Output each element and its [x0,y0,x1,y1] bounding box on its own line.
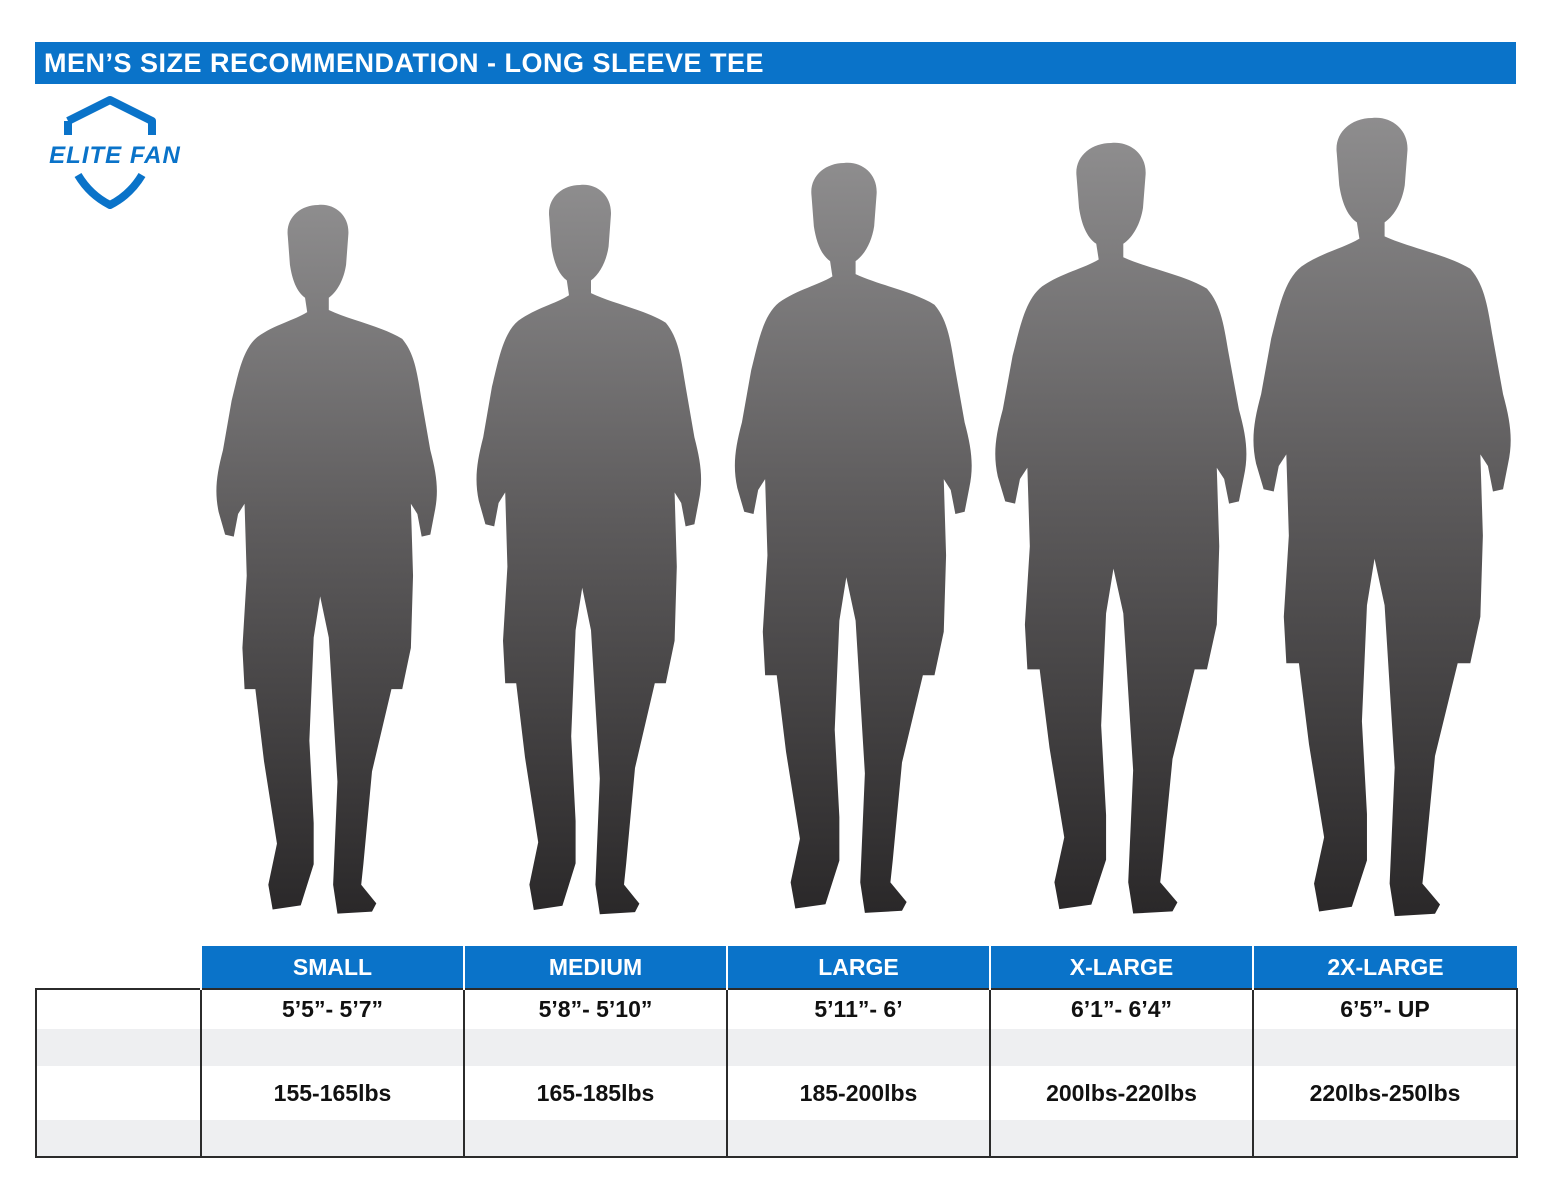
size-table: SMALL MEDIUM LARGE X-LARGE 2X-LARGE AVG.… [35,946,1518,1158]
size-header-small: SMALL [200,946,464,989]
shield-icon [64,96,156,209]
spacer-cell [989,1029,1253,1066]
size-header-large: LARGE [726,946,990,989]
height-medium: 5’8”- 5’10” [463,988,727,1029]
weight-2x-large: 220lbs-250lbs [1252,1066,1518,1120]
size-header-2x-large: 2X-LARGE [1252,946,1517,989]
spacer-cell [989,1120,1253,1158]
height-x-large: 6’1”- 6’4” [989,988,1253,1029]
spacer-cell [1252,1029,1518,1066]
spacer-cell [726,1120,990,1158]
weight-small: 155-165lbs [200,1066,464,1120]
silhouette-medium [476,184,702,915]
height-row: AVG. HEIGHT 5’5”- 5’7” 5’8”- 5’10” 5’11”… [35,988,1518,1029]
weight-label: AVG. WEIGHT [35,1066,201,1120]
silhouette-x-large [995,142,1247,914]
spacer-cell [463,1120,727,1158]
logo-text: ELITE FAN [34,142,196,170]
size-header-medium: MEDIUM [463,946,727,989]
spacer-cell [35,1120,201,1158]
silhouette-large [734,162,972,913]
height-large: 5’11”- 6’ [726,988,990,1029]
height-label: AVG. HEIGHT [35,988,201,1029]
spacer-cell [200,1120,464,1158]
spacer-cell [200,1029,464,1066]
weight-row: AVG. WEIGHT 155-165lbs 165-185lbs 185-20… [35,1066,1518,1120]
weight-large: 185-200lbs [726,1066,990,1120]
spacer-row [35,1120,1518,1158]
weight-medium: 165-185lbs [463,1066,727,1120]
height-2x-large: 6’5”- UP [1252,988,1518,1029]
height-small: 5’5”- 5’7” [200,988,464,1029]
page-title-banner: MEN’S SIZE RECOMMENDATION - LONG SLEEVE … [35,42,1516,84]
spacer-cell [463,1029,727,1066]
spacer-row [35,1029,1518,1066]
weight-x-large: 200lbs-220lbs [989,1066,1253,1120]
elite-fan-logo: ELITE FAN [30,95,200,215]
spacer-cell [1252,1120,1518,1158]
spacer-cell [726,1029,990,1066]
silhouettes [216,117,1511,917]
size-header-x-large: X-LARGE [989,946,1253,989]
spacer-cell [35,1029,201,1066]
silhouette-2x-large [1253,117,1511,917]
silhouette-small [216,204,437,914]
header-blank-cell [36,946,201,989]
size-header-row: SMALL MEDIUM LARGE X-LARGE 2X-LARGE [36,946,1517,989]
page-title: MEN’S SIZE RECOMMENDATION - LONG SLEEVE … [44,48,765,78]
